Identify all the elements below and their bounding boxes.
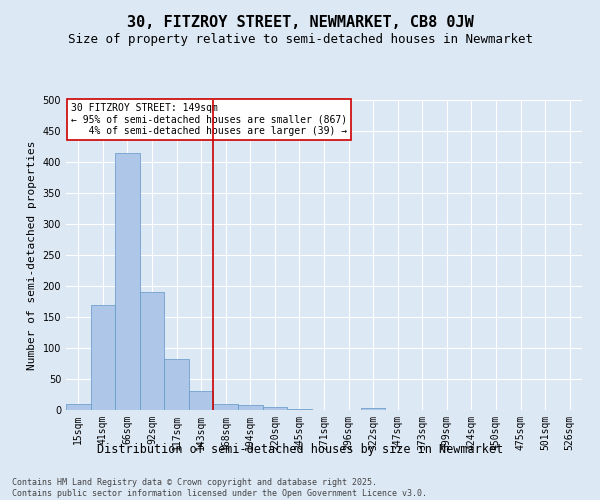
Text: 30 FITZROY STREET: 149sqm
← 95% of semi-detached houses are smaller (867)
   4% : 30 FITZROY STREET: 149sqm ← 95% of semi-… — [71, 103, 347, 136]
Bar — [189, 392, 214, 410]
Text: Distribution of semi-detached houses by size in Newmarket: Distribution of semi-detached houses by … — [97, 442, 503, 456]
Y-axis label: Number of semi-detached properties: Number of semi-detached properties — [27, 140, 37, 370]
Bar — [66, 404, 91, 410]
Bar — [91, 304, 115, 410]
Text: 30, FITZROY STREET, NEWMARKET, CB8 0JW: 30, FITZROY STREET, NEWMARKET, CB8 0JW — [127, 15, 473, 30]
Bar — [164, 359, 189, 410]
Bar — [140, 292, 164, 410]
Bar — [263, 407, 287, 410]
Bar — [287, 409, 312, 410]
Bar — [214, 404, 238, 410]
Bar — [238, 405, 263, 410]
Text: Contains HM Land Registry data © Crown copyright and database right 2025.
Contai: Contains HM Land Registry data © Crown c… — [12, 478, 427, 498]
Bar — [115, 152, 140, 410]
Text: Size of property relative to semi-detached houses in Newmarket: Size of property relative to semi-detach… — [67, 32, 533, 46]
Bar — [361, 408, 385, 410]
